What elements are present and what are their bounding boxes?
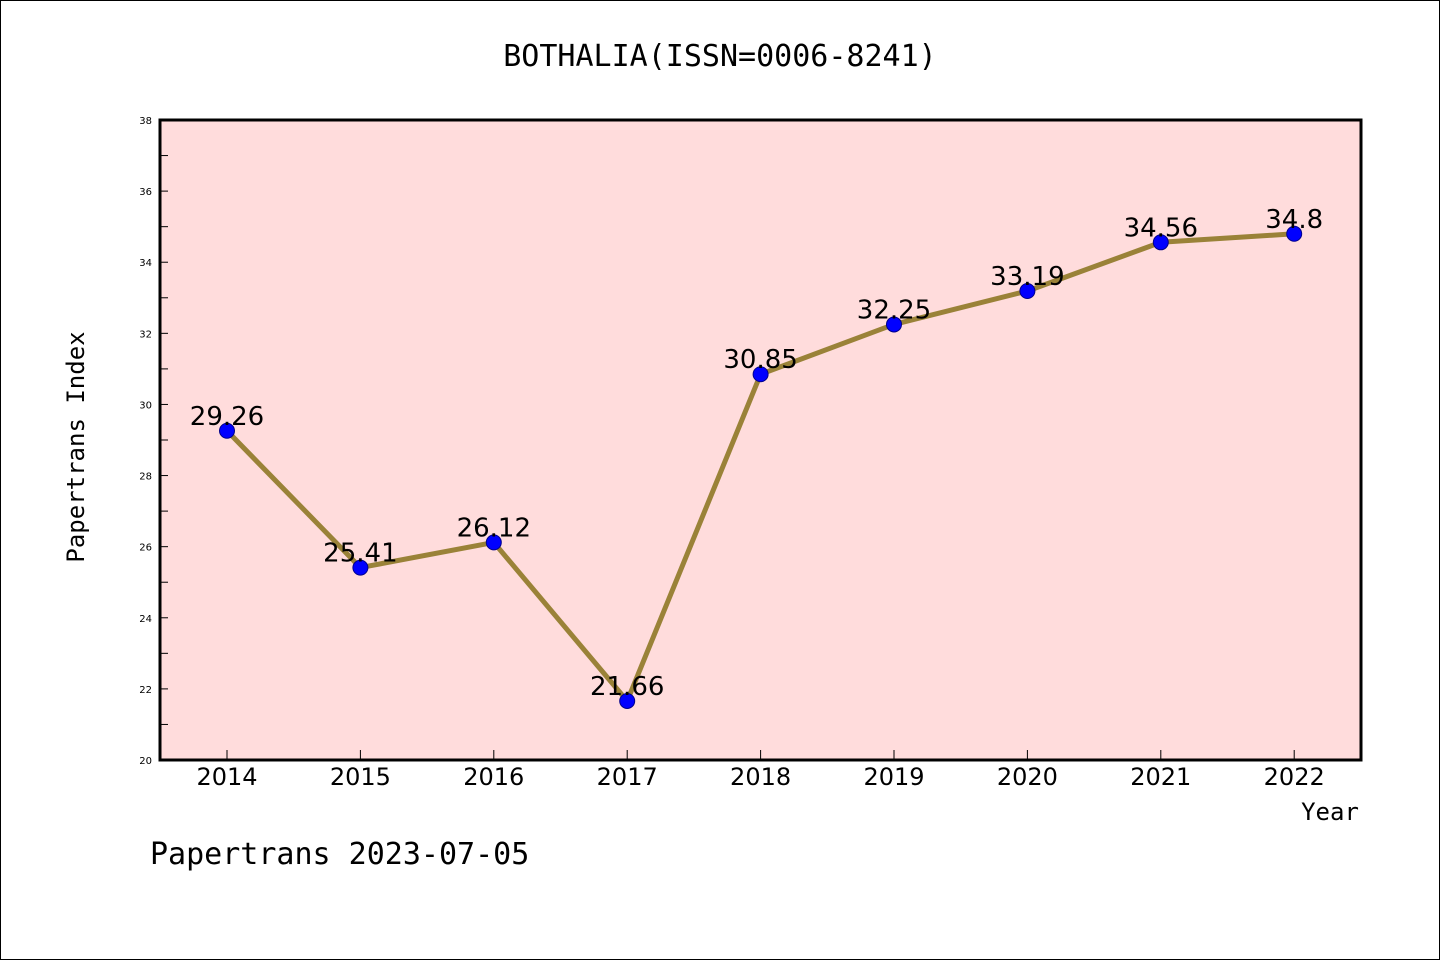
- data-label: 29.26: [190, 402, 264, 432]
- data-point: [352, 559, 369, 576]
- plot-border: [158, 118, 1363, 762]
- data-label: 21.66: [590, 672, 664, 702]
- y-tick-label: 28: [139, 472, 152, 483]
- y-tick-label: 32: [139, 329, 152, 340]
- x-tick-label: 2020: [997, 763, 1058, 791]
- data-label: 32.25: [857, 295, 931, 325]
- data-point: [752, 366, 769, 383]
- x-tick-label: 2014: [196, 763, 257, 791]
- x-tick-label: 2019: [863, 763, 924, 791]
- footer-credit: Papertrans 2023-07-05: [150, 837, 529, 872]
- x-tick-label: 2022: [1264, 763, 1325, 791]
- x-tick-label: 2017: [597, 763, 658, 791]
- data-label: 25.41: [323, 539, 397, 569]
- data-point: [485, 534, 502, 551]
- data-label: 33.19: [990, 262, 1064, 292]
- x-tick-label: 2021: [1130, 763, 1191, 791]
- y-tick-label: 26: [139, 543, 152, 554]
- data-label: 34.56: [1124, 213, 1198, 243]
- x-tick-label: 2018: [730, 763, 791, 791]
- y-tick-label: 34: [139, 258, 152, 269]
- y-axis-label: Papertrans Index: [62, 331, 90, 562]
- plot-area: [160, 120, 1361, 760]
- data-labels: 29.26 25.41 26.12 21.66 30.85 32.25 33.19 34.56…: [190, 205, 1323, 702]
- data-point: [1286, 225, 1303, 242]
- y-tick-label: 20: [139, 756, 152, 767]
- data-point: [619, 692, 636, 709]
- data-label: 30.85: [723, 345, 797, 375]
- x-axis-label: Year: [1301, 798, 1359, 826]
- chart-title: BOTHALIA(ISSN=0006-8241): [503, 39, 936, 74]
- data-label: 34.8: [1265, 205, 1323, 235]
- y-tick-label: 30: [139, 400, 152, 411]
- x-tick-label: 2015: [330, 763, 391, 791]
- series-markers: [219, 225, 1303, 709]
- data-point: [886, 316, 902, 333]
- x-tick-label: 2016: [463, 763, 524, 791]
- y-tick-label: 36: [139, 187, 152, 198]
- data-point: [219, 422, 235, 439]
- y-tick-label: 22: [139, 685, 152, 696]
- data-point: [1152, 234, 1169, 251]
- y-tick-label: 24: [139, 614, 152, 625]
- x-axis: 2014 2015 2016 2017 2018 2019 2020 2021 2022: [196, 750, 1325, 791]
- y-tick-label: 38: [139, 116, 152, 127]
- data-point: [1019, 283, 1036, 300]
- data-label: 26.12: [457, 513, 531, 543]
